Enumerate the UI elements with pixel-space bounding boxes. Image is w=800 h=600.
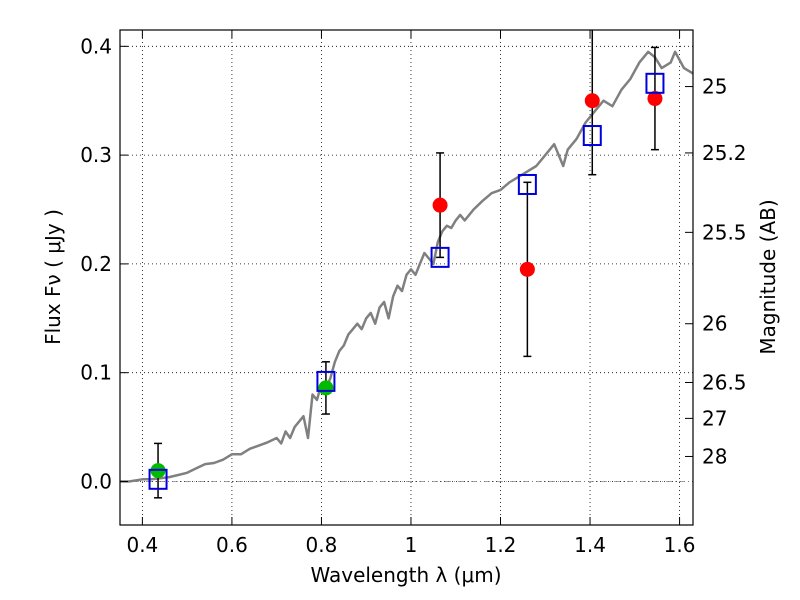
data-point bbox=[433, 198, 448, 213]
y2-tick-label: 27 bbox=[702, 406, 727, 430]
y-tick-label: 0.2 bbox=[80, 252, 112, 276]
x-tick-label: 0.4 bbox=[126, 533, 158, 557]
data-point bbox=[585, 93, 600, 108]
x-tick-label: 1.2 bbox=[485, 533, 517, 557]
y2-tick-label: 26.5 bbox=[702, 370, 747, 394]
y-tick-label: 0.3 bbox=[80, 143, 112, 167]
y2-axis-title: Magnitude (AB) bbox=[756, 199, 780, 354]
y-tick-label: 0.0 bbox=[80, 469, 112, 493]
data-point bbox=[318, 380, 333, 395]
y2-tick-label: 25 bbox=[702, 75, 727, 99]
y2-tick-label: 25.5 bbox=[702, 220, 747, 244]
y-tick-label: 0.4 bbox=[80, 34, 112, 58]
y-axis-title: Flux Fν ( μJy ) bbox=[41, 209, 65, 345]
x-tick-label: 0.6 bbox=[216, 533, 248, 557]
x-tick-label: 1 bbox=[405, 533, 418, 557]
y2-tick-label: 26 bbox=[702, 312, 727, 336]
x-axis-title: Wavelength λ (μm) bbox=[310, 563, 501, 587]
sed-chart: 0.4 0.6 0.8 1 1.2 1.4 1.6 0.0 0.1 0.2 0.3 0.4 25 25.2… bbox=[0, 0, 800, 600]
x-tick-label: 1.4 bbox=[574, 533, 606, 557]
data-point bbox=[520, 262, 535, 277]
y2-tick-label: 25.2 bbox=[702, 141, 747, 165]
x-tick-label: 1.6 bbox=[664, 533, 696, 557]
y2-tick-label: 28 bbox=[702, 444, 727, 468]
x-tick-label: 0.8 bbox=[306, 533, 338, 557]
y-tick-label: 0.1 bbox=[80, 361, 112, 385]
